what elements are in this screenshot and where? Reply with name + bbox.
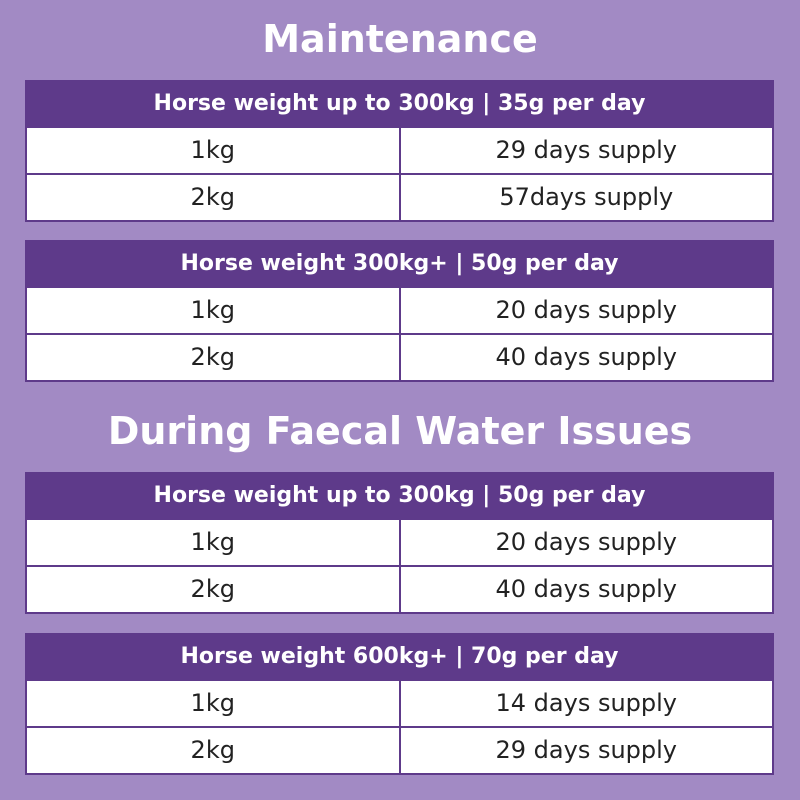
table-cell: 1kg [27,128,401,173]
table-cell: 20 days supply [495,296,678,324]
table-header: Horse weight 600kg+ | 70g per day [27,635,772,679]
table: Horse weight 300kg+ | 50g per day 1kg 20 d… [25,240,774,382]
table-cell: 20 days supply [495,528,678,556]
table-cell: 29 days supply [495,736,678,764]
table-row: 1kg 14 days supply [27,679,772,726]
table: Horse weight up to 300kg | 35g per day 1k… [25,80,774,222]
table-row: 2kg 57days supply [27,173,772,220]
table-row: 2kg 29 days supply [27,726,772,773]
table-cell: 1kg [27,288,401,333]
table-row: 1kg 29 days supply [27,126,772,173]
table-cell: 1kg [27,520,401,565]
table-cell: 2kg [27,335,401,380]
table-cell: 14 days supply [495,689,678,717]
table-cell: 2kg [27,728,401,773]
table-cell: 2kg [27,175,401,220]
table-row: 1kg 20 days supply [27,286,772,333]
section-title: Maintenance [262,17,538,61]
table-cell: 57days supply [499,183,674,211]
table-row: 2kg 40 days supply [27,565,772,612]
table-header: Horse weight up to 300kg | 35g per day [27,82,772,126]
table-row: 2kg 40 days supply [27,333,772,380]
table-header: Horse weight up to 300kg | 50g per day [27,474,772,518]
table-cell: 40 days supply [495,343,678,371]
table-header: Horse weight 300kg+ | 50g per day [27,242,772,286]
table-cell: 2kg [27,567,401,612]
table: Horse weight up to 300kg | 50g per day 1k… [25,472,774,614]
table-cell: 29 days supply [495,136,678,164]
table-cell: 1kg [27,681,401,726]
table-row: 1kg 20 days supply [27,518,772,565]
table: Horse weight 600kg+ | 70g per day 1kg 14 d… [25,633,774,775]
section-title: During Faecal Water Issues [107,409,693,453]
table-cell: 40 days supply [495,575,678,603]
